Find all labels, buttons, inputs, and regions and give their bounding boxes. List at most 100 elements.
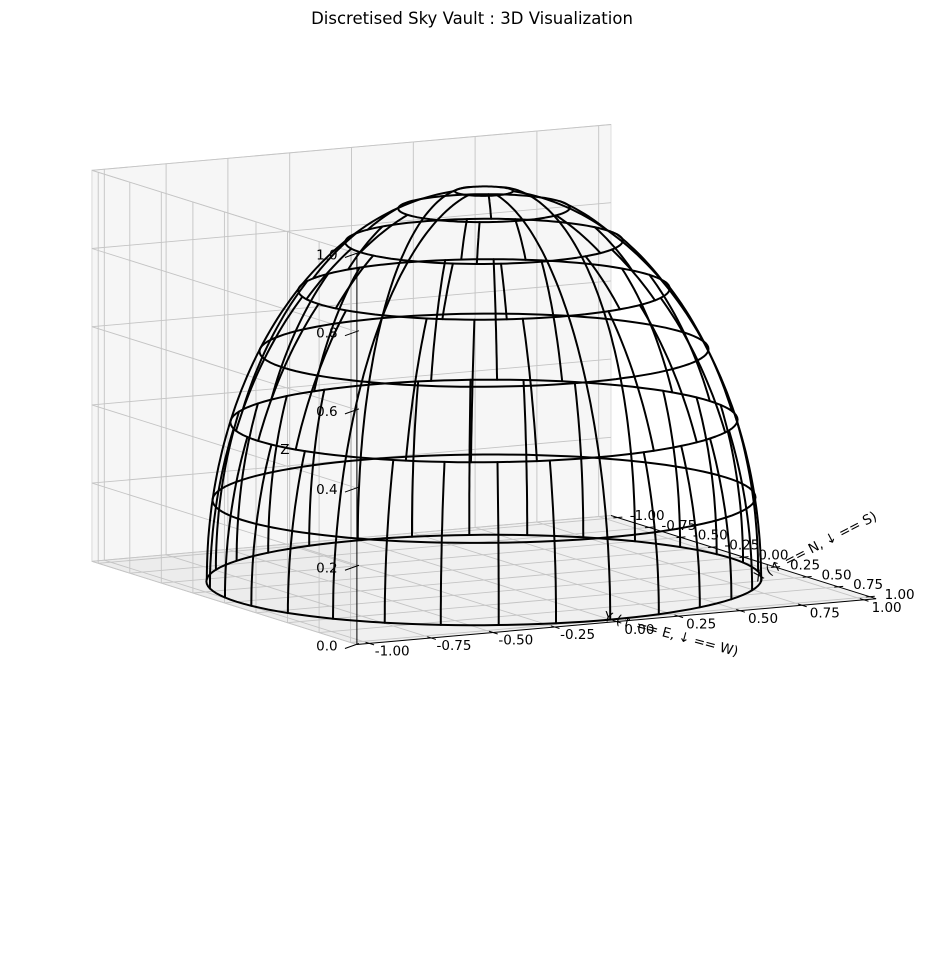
x-tick [707,546,718,549]
azimuth-division-line [558,221,586,265]
azimuth-division-line [719,403,739,483]
azimuth-division-line [642,451,656,534]
azimuth-division-line [440,460,446,544]
azimuth-division-line [208,506,217,590]
z-tick-label: 0.2 [316,560,337,576]
azimuth-division-line [398,220,422,264]
azimuth-division-line [224,514,232,599]
x-tick-label: -0.50 [693,528,728,544]
z-tick [344,642,360,649]
azimuth-division-line [436,259,447,316]
azimuth-division-line [214,487,223,571]
y-gridline-floor [413,532,679,617]
azimuth-division-line [496,461,500,544]
azimuth-division-line [662,389,677,468]
azimuth-division-line [235,357,266,432]
azimuth-division-line [559,200,609,232]
azimuth-division-line [382,259,410,317]
azimuth-division-line [332,266,361,325]
azimuth-division-line [529,384,538,463]
azimuth-division-line [754,498,763,582]
azimuth-division-line [335,455,348,538]
y-tick-label: 1.00 [872,600,902,616]
azimuth-division-line [412,380,420,458]
azimuth-division-line [598,456,609,539]
azimuth-division-line [573,381,583,458]
z-tick [344,408,360,415]
y-tick [427,636,437,640]
azimuth-division-line [283,303,320,369]
azimuth-division-line [407,219,439,262]
azimuth-division-line [347,225,384,271]
azimuth-division-line [620,267,652,326]
azimuth-division-line [633,375,655,452]
azimuth-division-line [585,381,601,459]
azimuth-division-line [702,340,733,413]
azimuth-division-line [413,317,428,387]
azimuth-division-line [294,374,319,451]
y-tick-label: 0.25 [686,616,716,632]
y-tick [488,630,498,635]
azimuth-division-line [552,314,564,383]
y-tick-label: 0.75 [810,605,840,621]
azimuth-division-line [359,213,409,254]
y-tick [859,598,869,602]
y-tick [365,641,375,646]
z-gridline [91,280,612,411]
azimuth-division-line [397,190,456,209]
azimuth-division-line [286,530,294,614]
azimuth-division-line [540,259,555,317]
azimuth-division-line [659,296,699,362]
azimuth-division-line [555,214,602,255]
y-tick [736,609,746,613]
azimuth-division-line [674,465,682,548]
azimuth-division-line [441,262,454,321]
x-tick [739,556,749,558]
y-tick [612,619,622,624]
azimuth-division-line [736,480,744,564]
azimuth-division-line [297,239,347,290]
azimuth-division-line [630,459,636,543]
azimuth-division-line [696,359,727,434]
azimuth-division-line [345,380,363,458]
azimuth-division-line [546,260,570,317]
azimuth-division-line [584,262,608,320]
azimuth-division-line [695,396,713,475]
azimuth-division-line [751,489,760,573]
z-tick [344,330,360,337]
azimuth-division-line [649,323,674,394]
azimuth-division-line [664,281,705,343]
azimuth-division-line [316,309,348,377]
azimuth-division-line [214,427,235,508]
azimuth-division-line [620,384,633,462]
y-tick [797,603,807,608]
x-tick-label: 0.50 [821,567,851,583]
z-gridline [91,124,612,254]
azimuth-division-line [492,258,497,315]
azimuth-division-line [419,194,446,223]
azimuth-division-line [411,455,415,538]
azimuth-division-line [367,317,383,386]
azimuth-division-line [733,412,754,492]
azimuth-division-line [269,280,309,341]
azimuth-division-line [255,443,273,525]
azimuth-division-line [548,459,556,542]
azimuth-division-line [263,295,304,360]
azimuth-division-line [529,195,561,223]
z-tick [344,251,360,258]
azimuth-division-line [580,455,585,539]
azimuth-division-line [521,317,532,387]
azimuth-division-line [241,402,259,481]
azimuth-division-line [593,226,634,272]
azimuth-division-line [606,536,612,621]
azimuth-division-line [709,437,727,519]
z-tick [344,486,360,493]
azimuth-division-line [654,531,660,616]
x-tick [834,585,844,588]
azimuth-division-line [468,378,472,456]
azimuth-division-line [360,314,384,383]
y-tick [550,625,560,630]
azimuth-division-line [436,194,470,222]
x-tick [644,526,654,529]
